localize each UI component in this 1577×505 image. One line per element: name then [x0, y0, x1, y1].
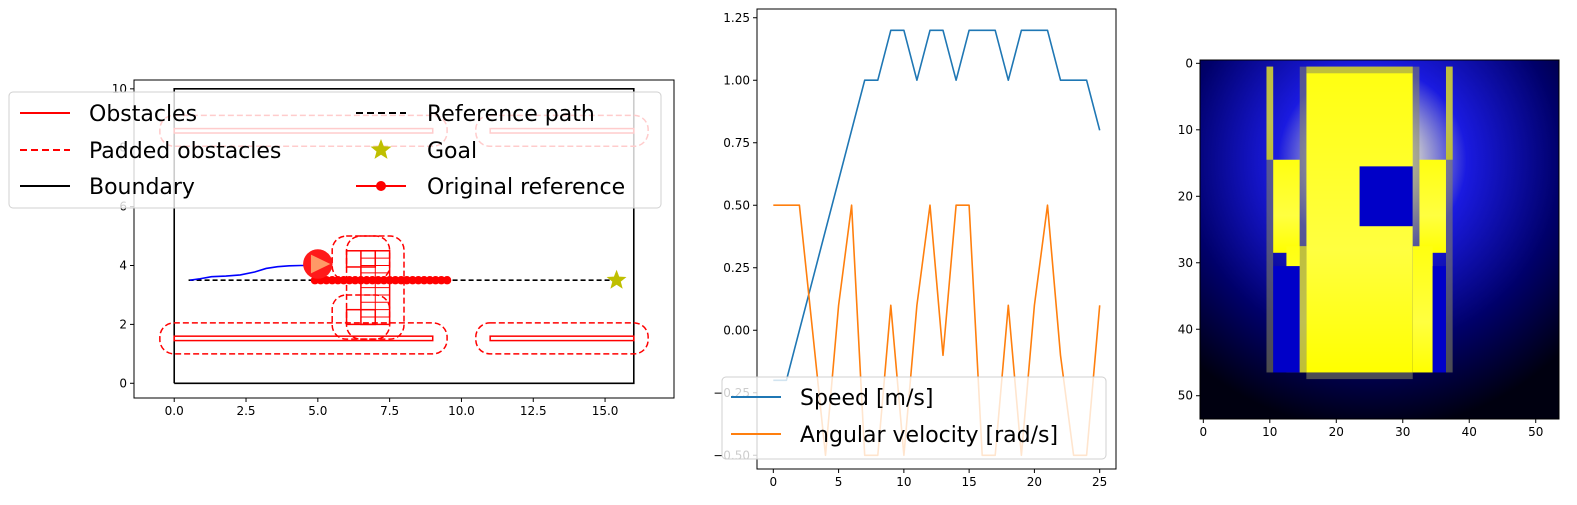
- y-tick-label: 4: [119, 259, 127, 273]
- x-tick-label: 2.5: [236, 404, 255, 418]
- padded-obstacle: [159, 322, 448, 355]
- goal-star: [606, 269, 627, 289]
- legend-label: Obstacles: [89, 102, 197, 127]
- x-tick-label: 20: [1027, 475, 1042, 489]
- original-reference-point: [396, 276, 406, 285]
- robot-heading-arrow: [310, 254, 331, 274]
- legend-swatch-star: [370, 139, 392, 159]
- original-reference-point: [373, 276, 383, 285]
- original-reference-point: [442, 276, 452, 285]
- heatmap-image: [1200, 60, 1559, 419]
- x-tick-label: 0: [1200, 425, 1208, 439]
- original-reference-point: [425, 276, 435, 285]
- heatmap-panel: 0 10 20 30 40 50 0 10 20 30 40 50: [1178, 56, 1560, 439]
- y-tick-label: 40: [1178, 322, 1193, 336]
- original-reference-point: [339, 276, 348, 285]
- obstacle: [489, 335, 635, 342]
- heatmap-yellow-region: [1273, 159, 1300, 253]
- legend-label: Boundary: [89, 175, 195, 200]
- legend-label: Reference path: [427, 102, 595, 127]
- legend-box: [8, 91, 662, 209]
- map-legend: Obstacles Padded obstacles Boundary Referen…: [8, 91, 662, 209]
- x-tick-label: 50: [1528, 425, 1543, 439]
- legend-label: Original reference: [427, 175, 625, 200]
- legend-box: [721, 376, 1107, 460]
- y-tick-label: 1.00: [723, 73, 750, 87]
- obstacle: [173, 335, 434, 342]
- heatmap-axes-frame: [1199, 59, 1560, 420]
- y-tick-label: 0: [1185, 56, 1193, 70]
- x-tick-label: 0.0: [165, 404, 184, 418]
- heatmap-yellow-region: [1419, 159, 1446, 253]
- original-reference-point: [379, 276, 389, 285]
- heatmap-blue-region: [1359, 166, 1413, 227]
- legend-label: Angular velocity [rad/s]: [800, 423, 1058, 448]
- x-tick-label: 7.5: [380, 404, 399, 418]
- original-reference-point: [431, 276, 440, 285]
- y-tick-label: 50: [1178, 389, 1193, 403]
- x-tick-label: 10: [1262, 425, 1277, 439]
- original-reference-point: [362, 276, 371, 285]
- legend-swatch-dot: [376, 181, 386, 191]
- original-reference-point: [414, 276, 423, 285]
- original-reference-point: [402, 276, 412, 285]
- x-tick-label: 25: [1092, 475, 1107, 489]
- padded-obstacle: [345, 235, 405, 340]
- y-tick-label: 30: [1178, 256, 1193, 270]
- original-reference-point: [437, 276, 446, 285]
- original-reference-point: [345, 276, 354, 285]
- x-tick-label: 40: [1462, 425, 1477, 439]
- x-tick-label: 15: [961, 475, 976, 489]
- y-tick-label: 0.25: [723, 261, 750, 275]
- y-tick-label: 0.50: [723, 198, 750, 212]
- legend-label: Speed [m/s]: [800, 386, 933, 411]
- y-tick-label: 0.75: [723, 136, 750, 150]
- heatmap-blue-region: [1432, 266, 1446, 373]
- original-reference-point: [391, 276, 400, 285]
- legend-label: Goal: [427, 139, 477, 164]
- y-tick-label: 20: [1178, 189, 1193, 203]
- original-reference-point: [327, 276, 337, 285]
- x-tick-label: 5.0: [308, 404, 327, 418]
- map-panel: 0.02.55.07.510.012.515.00246810 Obstacle…: [8, 79, 675, 418]
- x-tick-label: 5: [835, 475, 843, 489]
- original-reference-point: [408, 276, 417, 285]
- y-tick-label: 2: [119, 317, 127, 331]
- y-tick-label: 0.00: [723, 323, 750, 337]
- x-tick-label: 20: [1329, 425, 1344, 439]
- speed-panel: 0510152025−0.50−0.250.000.250.500.751.00…: [713, 8, 1117, 489]
- series-line: [773, 29, 1101, 382]
- x-tick-label: 10: [896, 475, 911, 489]
- original-reference-point: [356, 276, 366, 285]
- y-tick-label: 0: [119, 376, 127, 390]
- x-tick-label: 0: [769, 475, 777, 489]
- heatmap-yellow-region: [1412, 246, 1433, 373]
- original-reference-point: [322, 276, 331, 285]
- heatmap-edge-band: [1412, 66, 1420, 247]
- original-reference-point: [368, 276, 377, 285]
- x-tick-label: 10.0: [448, 404, 475, 418]
- heatmap-edge-band: [1445, 66, 1453, 373]
- x-tick-label: 12.5: [520, 404, 547, 418]
- heatmap-edge-band: [1299, 66, 1307, 373]
- y-tick-label: 1.25: [723, 11, 750, 25]
- trajectory-line: [189, 264, 318, 282]
- heatmap-edge-band: [1306, 66, 1413, 74]
- legend-label: Padded obstacles: [89, 139, 281, 164]
- original-reference-point: [385, 276, 394, 285]
- original-reference-point: [350, 276, 360, 285]
- original-reference-point: [333, 276, 343, 285]
- heatmap-ticks: 0 10 20 30 40 50 0 10 20 30 40 50: [1178, 56, 1544, 439]
- speed-legend: Speed [m/s] Angular velocity [rad/s]: [721, 376, 1107, 460]
- y-tick-label: 10: [1178, 123, 1193, 137]
- x-tick-label: 15.0: [592, 404, 619, 418]
- heatmap-blue-region: [1273, 266, 1300, 373]
- heatmap-edge-band: [1266, 66, 1274, 373]
- padded-obstacle: [475, 322, 649, 355]
- x-tick-label: 30: [1395, 425, 1410, 439]
- heatmap-edge-band: [1306, 372, 1413, 380]
- original-reference-point: [419, 276, 429, 285]
